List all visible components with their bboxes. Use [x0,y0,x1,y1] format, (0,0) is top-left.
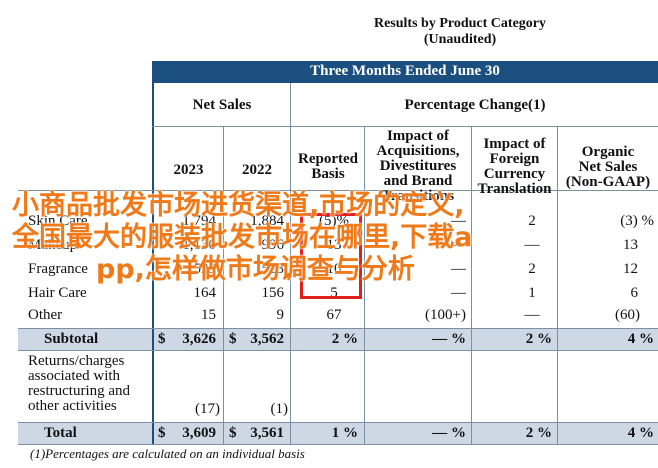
grid-line [471,126,472,444]
total-organic: 4 % [627,425,654,441]
subtotal-organic: 4 % [627,331,654,347]
cell-acquisitions: — [451,213,466,229]
net-sales-header: Net Sales [192,97,252,113]
currency-symbol: $ [229,425,237,441]
watermark-line: 全国最大的服装批发市场在哪里,下载a [12,222,473,253]
total-label: Total [44,425,77,441]
column-header-fx: Impact of Foreign Currency Translation [477,136,552,197]
row-label: Makeup [28,237,78,253]
row-label: Returns/charges associated with restructu… [28,353,131,414]
grid-line [557,126,558,444]
cell-2023: (17) [195,401,220,417]
cell-reported: 5 [330,285,338,301]
cell-reported: (5)% [319,213,349,229]
footnote: (1)Percentages are calculated on an indi… [30,446,305,461]
column-header-organic: Organic Net Sales (Non-GAAP) [565,144,651,190]
cell-reported: 10 [326,261,342,277]
cell-2022: 9 [276,307,285,323]
subtotal-reported: 2 % [331,331,358,347]
subtotal-2023: 3,626 [182,331,216,347]
cell-2022: 996 [261,237,285,253]
grid-line [18,190,658,191]
column-header-acquisitions: Impact of Acquisitions, Divestitures and B… [376,128,460,204]
grid-line [152,83,154,445]
row-label: Other [28,307,63,323]
cell-acquisitions: (100+) [425,307,466,323]
currency-symbol: $ [158,425,166,441]
cell-fx: 2 [528,213,536,229]
grid-line [18,350,658,351]
report-subtitle: (Unaudited) [423,32,497,47]
grid-line [18,328,658,329]
watermark-line: pp,怎样做市场调查与分析 [96,254,415,285]
period-header-band [152,61,658,83]
grid-line [290,83,291,444]
grid-line [18,422,658,423]
cell-2022: 523 [261,261,285,277]
row-label: Fragrance [28,261,88,277]
total-reported: 1 % [331,425,358,441]
column-header-reported: Reported Basis [298,151,358,182]
cell-organic: 6 [630,285,639,301]
cell-acquisitions: — [451,285,466,301]
subtotal-row-shade [18,328,658,350]
cell-2022: (1) [270,401,289,417]
total-2023: 3,609 [182,425,216,441]
total-row-shade [18,422,658,444]
grid-line [364,126,365,444]
cell-fx: 1 [528,285,536,301]
cell-2022: 1,884 [250,213,284,229]
column-header-2023: 2023 [173,162,204,178]
period-header: Three Months Ended June 30 [310,63,500,79]
cell-2023: 1,130 [182,237,216,253]
column-header-2022: 2022 [242,162,272,178]
grid-line [152,126,658,127]
cell-organic: 12 [623,261,638,277]
report-title: Results by Product Category [373,16,546,31]
row-label: Skin Care [28,213,88,229]
currency-symbol: $ [229,331,237,347]
cell-2022: 156 [261,285,285,301]
currency-symbol: $ [158,331,166,347]
cell-organic: (3) % [620,213,654,229]
cell-fx: — [524,237,540,253]
grid-line [18,444,658,445]
cell-acquisitions: — [451,261,466,277]
cell-2023: 1,794 [182,213,216,229]
cell-organic: 13 [623,237,638,253]
subtotal-label: Subtotal [44,331,99,347]
row-label: Hair Care [28,285,87,301]
cell-2023: 15 [201,307,216,323]
cell-2023: 523 [193,261,217,277]
grid-line [223,126,224,444]
cell-2023: 164 [193,285,217,301]
cell-organic: (60) [615,307,640,323]
total-acquisitions: — % [432,425,466,441]
subtotal-acquisitions: — % [432,331,466,347]
cell-fx: 2 [528,261,536,277]
total-fx: 2 % [525,425,552,441]
highlight-box [300,213,362,299]
cell-reported: 13 [326,237,342,253]
watermark-line: 小商品批发市场进货渠道,市场的定义, [12,190,465,221]
cell-reported: 67 [326,307,342,323]
cell-acquisitions: — [451,237,466,253]
cell-fx: — [524,307,540,323]
total-2022: 3,561 [250,425,284,441]
percentage-change-header: Percentage Change(1) [404,97,546,113]
subtotal-2022: 3,562 [250,331,284,347]
subtotal-fx: 2 % [525,331,552,347]
